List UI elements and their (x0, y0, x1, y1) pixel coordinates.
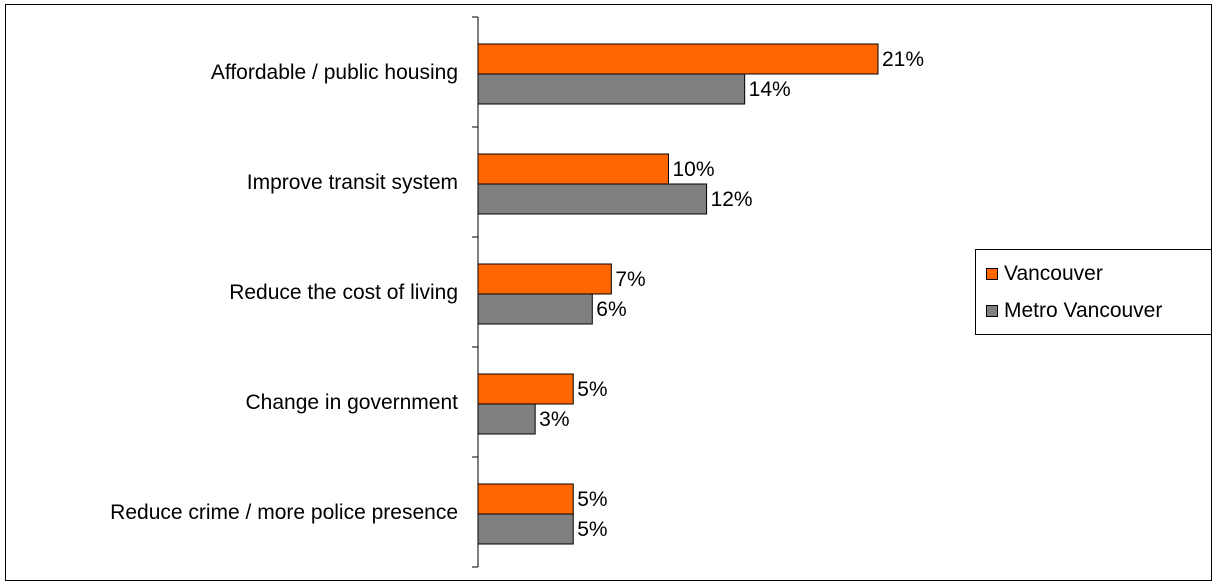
legend-swatch-metro-vancouver (986, 305, 998, 317)
data-label: 5% (577, 378, 607, 401)
data-label: 10% (672, 158, 714, 181)
legend-item-vancouver: Vancouver (986, 262, 1103, 286)
bar-vancouver (477, 43, 879, 75)
category-labels: Affordable / public housing Improve trans… (110, 61, 458, 524)
bar-vancouver (477, 373, 574, 405)
bar-metro-vancouver (477, 293, 593, 325)
bar-metro-vancouver (477, 183, 708, 215)
data-label: 6% (596, 298, 626, 321)
data-label: 14% (749, 78, 791, 101)
category-label: Reduce crime / more police presence (110, 501, 458, 524)
data-label: 12% (711, 188, 753, 211)
category-axis (472, 16, 479, 568)
legend-swatch-vancouver (986, 268, 998, 280)
category-label: Change in government (246, 391, 459, 414)
category-label: Affordable / public housing (211, 61, 458, 84)
data-label: 21% (882, 48, 924, 71)
data-label: 5% (577, 518, 607, 541)
legend: Vancouver Metro Vancouver (975, 249, 1212, 335)
bars (477, 43, 879, 545)
value-labels: 21% 14% 10% 12% 7% 6% 5% 3% 5% 5% (539, 48, 924, 541)
bar-metro-vancouver (477, 513, 574, 545)
legend-label-vancouver: Vancouver (1004, 262, 1103, 285)
legend-label-metro-vancouver: Metro Vancouver (1004, 299, 1163, 322)
data-label: 3% (539, 408, 569, 431)
bar-vancouver (477, 153, 669, 185)
data-label: 7% (615, 268, 645, 291)
category-label: Improve transit system (247, 171, 458, 194)
bar-metro-vancouver (477, 73, 746, 105)
bar-vancouver (477, 483, 574, 515)
legend-item-metro-vancouver: Metro Vancouver (986, 299, 1162, 323)
category-label: Reduce the cost of living (229, 281, 458, 304)
bar-metro-vancouver (477, 403, 536, 435)
data-label: 5% (577, 488, 607, 511)
bar-vancouver (477, 263, 612, 295)
